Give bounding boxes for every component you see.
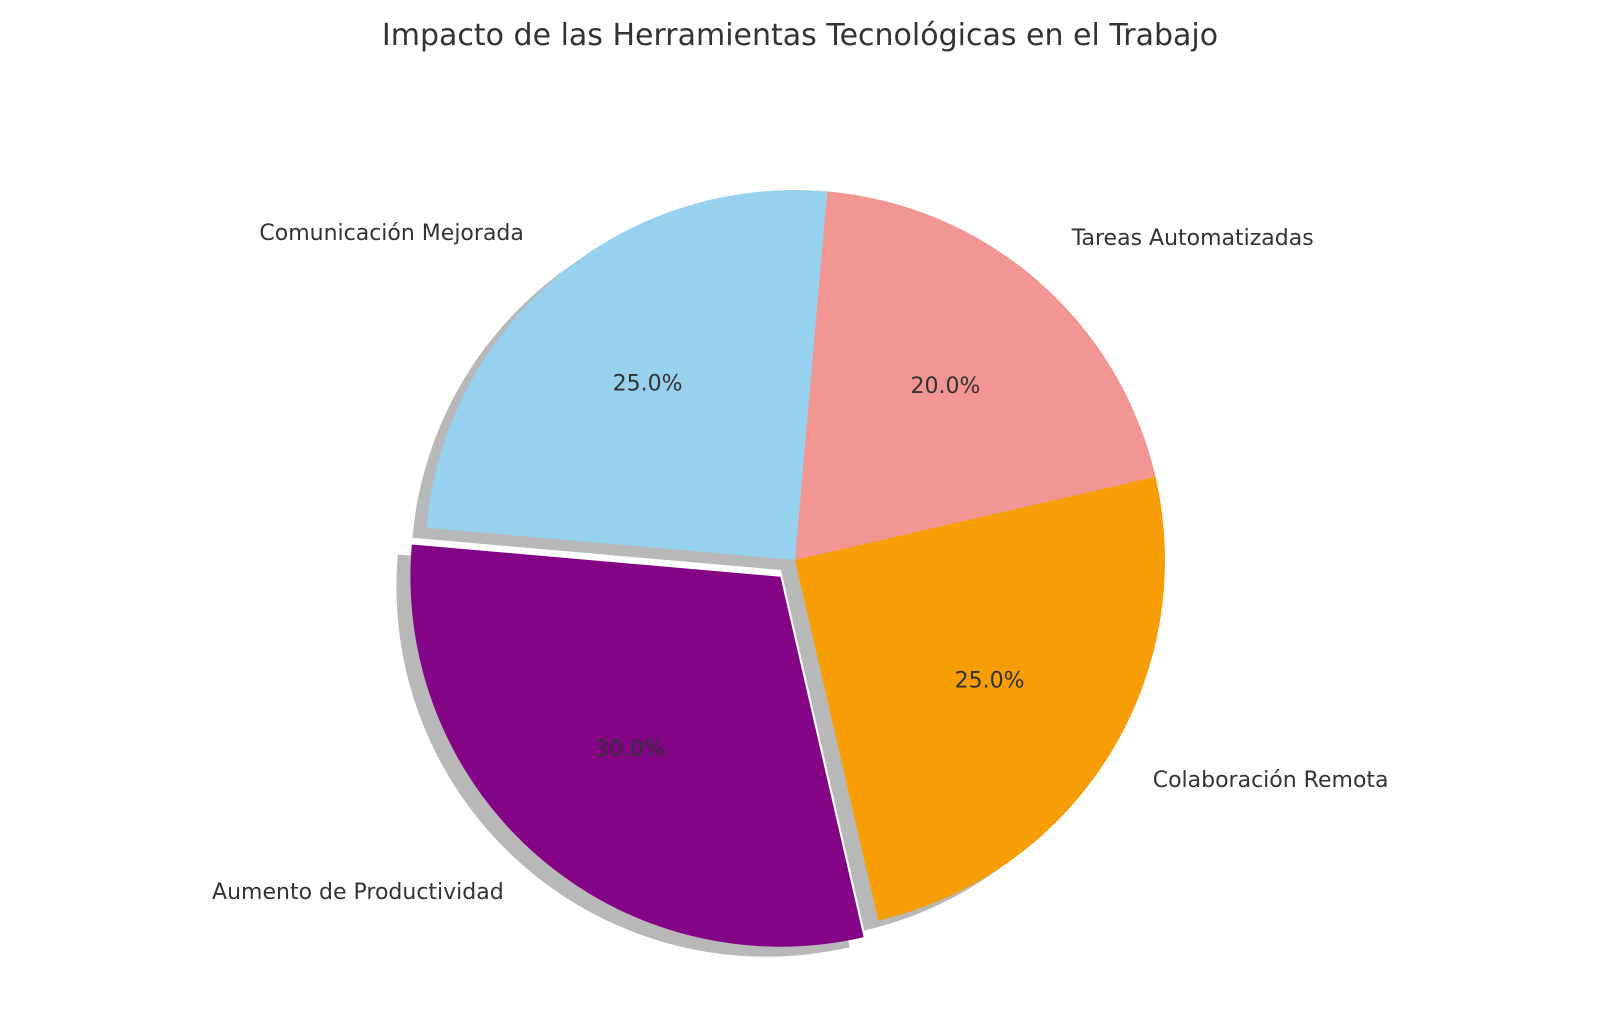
- pie-pct-label: 30.0%: [595, 737, 665, 762]
- pie-pct-label: 20.0%: [911, 374, 981, 399]
- pie-slice-label: Colaboración Remota: [1153, 768, 1389, 793]
- pie-slice-label: Comunicación Mejorada: [259, 221, 524, 246]
- pie-slice-label: Aumento de Productividad: [212, 880, 504, 905]
- pie-pct-label: 25.0%: [613, 371, 683, 396]
- chart-container: Impacto de las Herramientas Tecnológicas…: [0, 0, 1600, 1034]
- pie-pct-label: 25.0%: [955, 669, 1025, 694]
- pie-slice-label: Tareas Automatizadas: [1072, 226, 1314, 251]
